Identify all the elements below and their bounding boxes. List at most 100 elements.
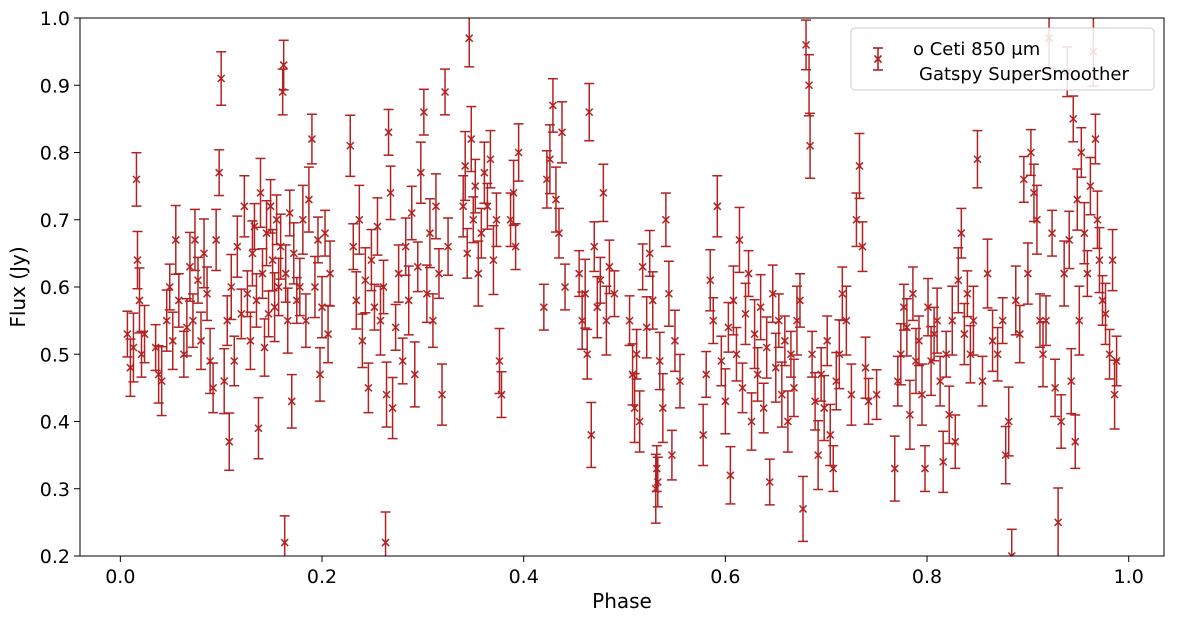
x-marker-stroke [206,356,215,366]
x-marker-stroke [132,175,141,184]
data-point [938,430,949,494]
x-marker-stroke [699,430,708,439]
data-point [418,88,429,136]
x-marker-stroke [872,390,881,399]
data-point [773,293,784,349]
data-point [199,218,210,289]
x-marker-stroke [233,242,242,251]
x-marker-stroke [581,289,590,298]
data-point [977,355,988,407]
x-marker-stroke [1073,195,1082,204]
data-point [863,377,874,425]
x-marker-stroke [287,397,296,406]
x-marker-stroke [465,34,474,43]
data-point [941,330,952,378]
data-point [794,272,805,328]
data-point [1064,210,1075,270]
data-point [443,217,454,277]
x-marker-stroke [1069,114,1078,123]
x-marker-stroke [315,370,325,379]
data-point [205,327,216,395]
x-marker-stroke [1083,269,1092,278]
data-point [837,266,848,322]
x-marker-stroke [765,477,774,487]
x-marker-stroke [168,336,177,345]
data-point [139,304,150,364]
data-point [857,221,868,273]
data-point [360,247,371,314]
x-marker-stroke [495,356,504,366]
data-point [508,159,519,227]
x-marker-stroke [983,269,992,278]
x-marker-stroke [978,377,987,386]
x-marker-stroke [750,330,759,339]
data-point [1018,155,1029,204]
x-marker-stroke [174,296,183,305]
x-marker-stroke [133,256,142,265]
x-marker-stroke [545,155,554,164]
x-marker-stroke [905,410,914,419]
x-marker-stroke [477,229,486,238]
data-point [464,18,475,68]
x-marker-stroke [1112,356,1121,366]
data-point [997,297,1008,345]
legend: o Ceti 850 μm Gatspy SuperSmoother [850,27,1155,91]
x-marker-stroke [774,316,783,325]
x-marker-stroke [896,350,905,359]
data-point [538,283,549,331]
data-point [582,328,593,380]
x-marker-stroke [474,269,483,278]
x-marker-stroke [557,128,567,137]
data-point [913,315,924,367]
data-point [1082,249,1093,298]
x-marker-stroke [630,404,639,413]
x-marker-stroke [401,242,410,251]
x-marker-stroke [1019,175,1028,184]
x-marker-stroke [1054,518,1063,527]
data-point [1022,242,1033,305]
data-point [249,202,260,251]
data-point [916,363,927,426]
x-marker-stroke [652,464,661,473]
x-marker-stroke [808,350,817,359]
x-marker-stroke [1032,215,1041,224]
x-marker-stroke [661,215,670,224]
x-marker-stroke [250,222,259,231]
data-point [430,173,441,240]
data-point [357,313,368,369]
x-marker-stroke [162,316,171,325]
data-point [807,330,818,378]
data-point [153,345,164,404]
data-point [306,113,317,165]
x-marker-stroke [459,202,468,211]
data-point [280,244,291,303]
x-marker-stroke [709,316,718,325]
data-point [663,260,674,327]
data-point [239,174,250,238]
x-axis-ticks: 0.0 0.2 0.4 0.6 0.8 1.0 [105,556,1144,588]
x-marker-stroke [954,276,963,285]
data-point [785,330,796,378]
x-marker-stroke [295,282,304,292]
data-point [734,206,745,274]
data-point [854,132,865,200]
data-point [348,223,359,271]
x-marker-stroke [310,282,319,292]
x-marker-stroke [744,269,753,278]
x-marker-stroke [852,215,861,224]
x-marker-stroke [407,208,416,218]
data-point [609,270,620,318]
data-point [743,249,754,298]
x-marker-stroke [585,108,594,117]
x-marker-stroke [419,108,428,117]
y-tick-label: 1.0 [40,8,70,30]
x-marker-stroke [786,350,795,359]
data-point [698,403,709,467]
x-marker-stroke [729,296,738,305]
data-point [224,412,235,472]
x-tick-label: 0.4 [509,566,539,588]
x-marker-stroke [223,316,232,325]
x-marker-stroke [129,343,138,352]
data-point [1066,347,1077,415]
x-marker-stroke [461,161,470,170]
